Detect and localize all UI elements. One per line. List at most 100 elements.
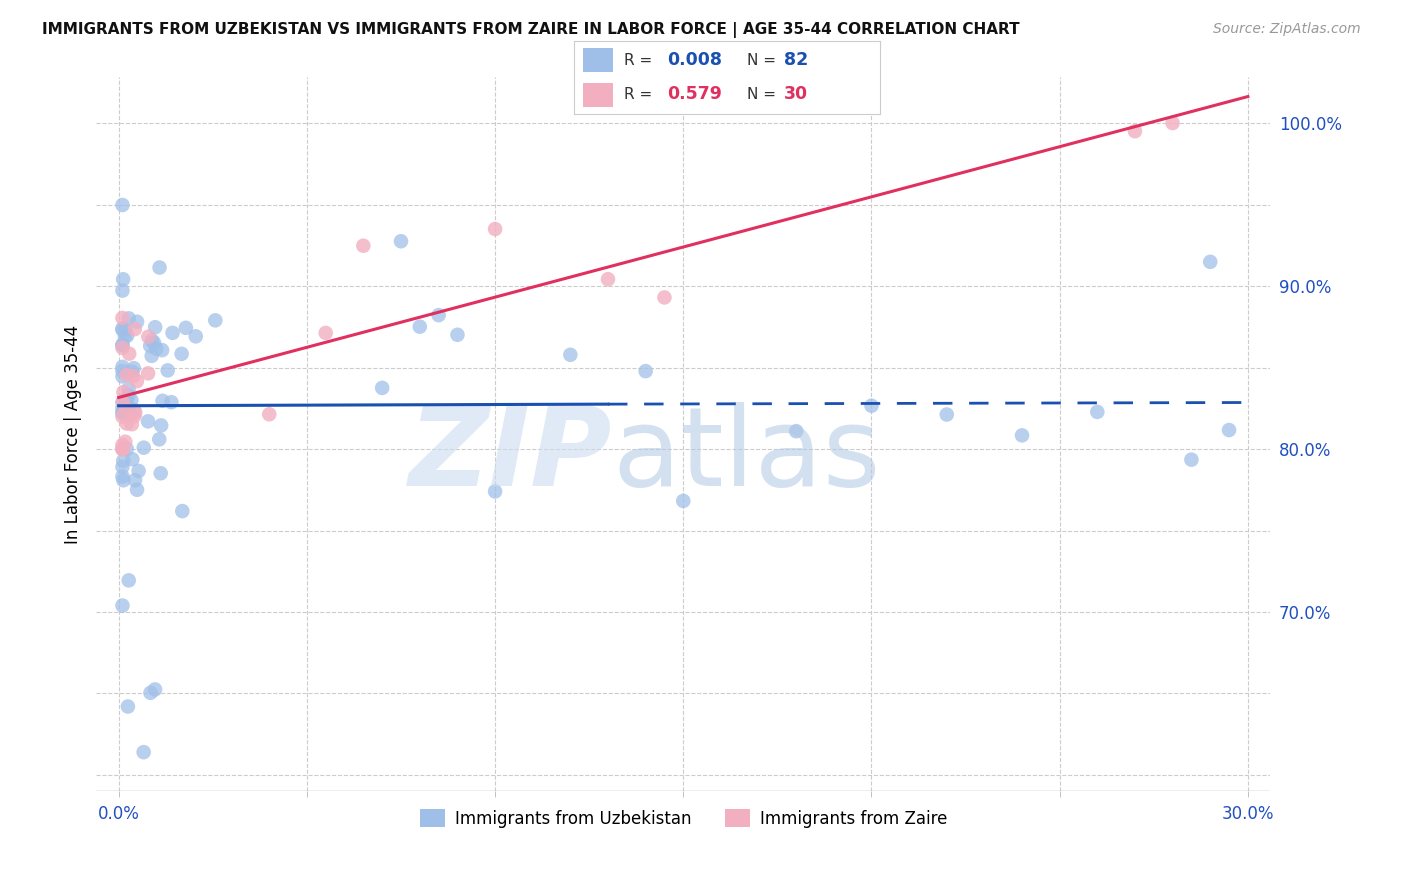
Text: 0.579: 0.579 [666, 85, 723, 103]
Point [112, 473, 135, 487]
Point [149, 467, 172, 481]
Point [112, 272, 135, 286]
Point [111, 459, 134, 474]
Point [160, 395, 183, 409]
Point [136, 414, 159, 428]
Point [139, 339, 162, 353]
Point [111, 442, 134, 456]
Point [114, 434, 136, 449]
Point [427, 308, 450, 322]
Point [111, 310, 134, 325]
Point [371, 381, 394, 395]
Point [111, 395, 134, 409]
Point [122, 403, 145, 417]
Legend: Immigrants from Uzbekistan, Immigrants from Zaire: Immigrants from Uzbekistan, Immigrants f… [413, 802, 953, 834]
Point [143, 335, 166, 350]
Text: R =: R = [624, 87, 658, 102]
Point [111, 341, 134, 355]
Point [145, 342, 167, 356]
Point [118, 574, 141, 588]
Point [118, 347, 141, 361]
Text: 0.008: 0.008 [666, 52, 723, 70]
Point [139, 686, 162, 700]
Point [121, 365, 143, 379]
Point [111, 599, 134, 613]
Point [111, 323, 134, 337]
Point [204, 313, 226, 327]
Point [115, 417, 138, 431]
Point [162, 326, 184, 340]
Point [111, 338, 134, 352]
Point [111, 284, 134, 298]
Point [111, 401, 134, 415]
Point [1011, 428, 1033, 442]
Point [1085, 405, 1108, 419]
Point [111, 442, 134, 456]
Point [111, 359, 134, 374]
Point [672, 494, 695, 508]
Point [257, 407, 280, 421]
Point [125, 374, 148, 388]
Point [141, 349, 163, 363]
Point [125, 483, 148, 497]
Point [111, 438, 134, 452]
Point [352, 238, 374, 252]
Point [156, 363, 179, 377]
Point [114, 323, 136, 337]
Point [122, 361, 145, 376]
Point [121, 417, 143, 432]
Point [127, 315, 149, 329]
Point [118, 311, 141, 326]
Point [560, 348, 582, 362]
Point [143, 320, 166, 334]
Point [174, 321, 197, 335]
Point [132, 745, 155, 759]
Text: Source: ZipAtlas.com: Source: ZipAtlas.com [1213, 22, 1361, 37]
Point [141, 334, 163, 348]
Point [115, 368, 138, 382]
Point [111, 409, 134, 424]
Point [120, 393, 142, 408]
Point [117, 699, 139, 714]
Text: R =: R = [624, 53, 658, 68]
Point [112, 385, 135, 400]
Point [596, 272, 619, 286]
Point [389, 234, 412, 248]
Y-axis label: In Labor Force | Age 35-44: In Labor Force | Age 35-44 [65, 325, 82, 544]
Point [115, 392, 138, 406]
Point [117, 401, 139, 416]
Point [148, 432, 170, 446]
Point [484, 484, 506, 499]
Point [409, 319, 432, 334]
Point [136, 330, 159, 344]
Text: N =: N = [747, 87, 780, 102]
Point [150, 418, 173, 433]
Point [124, 473, 146, 487]
Text: IMMIGRANTS FROM UZBEKISTAN VS IMMIGRANTS FROM ZAIRE IN LABOR FORCE | AGE 35-44 C: IMMIGRANTS FROM UZBEKISTAN VS IMMIGRANTS… [42, 22, 1019, 38]
Point [122, 369, 145, 384]
Point [785, 424, 807, 438]
Point [124, 322, 146, 336]
Point [121, 452, 143, 467]
Text: N =: N = [747, 53, 780, 68]
Point [170, 347, 193, 361]
Point [111, 369, 134, 384]
Text: atlas: atlas [613, 402, 882, 509]
Point [136, 367, 159, 381]
Point [114, 330, 136, 344]
Point [315, 326, 337, 340]
Point [115, 442, 138, 456]
Point [446, 327, 468, 342]
Point [111, 198, 134, 212]
Point [111, 442, 134, 456]
Point [111, 406, 134, 420]
Point [112, 454, 135, 468]
Point [117, 382, 139, 396]
Point [143, 682, 166, 697]
Point [1218, 423, 1240, 437]
Point [634, 364, 657, 378]
Point [150, 343, 173, 358]
Point [654, 290, 676, 304]
Text: ZIP: ZIP [409, 402, 613, 509]
Point [128, 464, 150, 478]
